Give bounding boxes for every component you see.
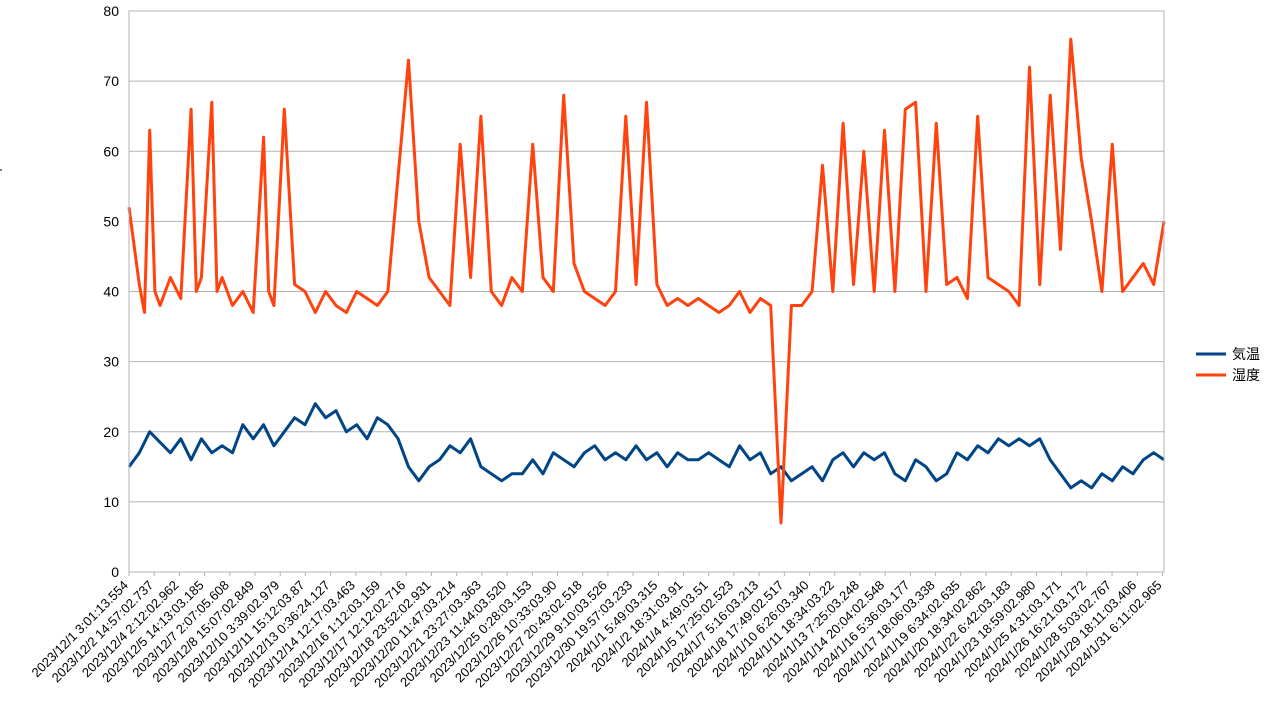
y-tick-label: 30 xyxy=(103,354,119,370)
y-tick-label: 70 xyxy=(103,73,119,89)
legend-label: 気温 xyxy=(1232,346,1260,362)
y-axis-tick-labels: 0 10 20 30 40 50 60 70 80 xyxy=(103,3,119,580)
y-tick-label: 60 xyxy=(103,143,119,159)
y-tick-label: 40 xyxy=(103,284,119,300)
series-line-temperature xyxy=(127,402,1165,490)
y-tick-label: 10 xyxy=(103,494,119,510)
y-tick-label: 0 xyxy=(111,564,119,580)
series-lines xyxy=(127,37,1166,525)
legend-label: 湿度 xyxy=(1232,367,1260,383)
plot-frame xyxy=(128,10,1165,573)
y-tick-label: 50 xyxy=(103,213,119,229)
series-line-humidity xyxy=(127,37,1166,525)
y-tick-label: 20 xyxy=(103,424,119,440)
y-tick-label: 80 xyxy=(103,3,119,19)
